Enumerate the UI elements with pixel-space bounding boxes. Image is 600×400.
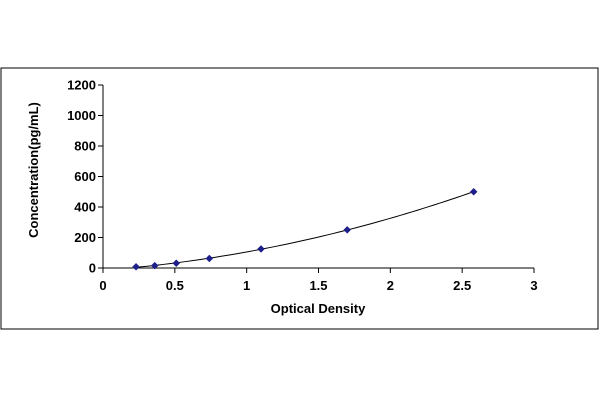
data-point xyxy=(150,261,159,270)
y-tick-label: 200 xyxy=(74,230,96,245)
data-point xyxy=(132,262,140,271)
x-tick-label: 1 xyxy=(243,278,250,293)
x-tick-label: 3 xyxy=(530,278,537,293)
y-tick-label: 1200 xyxy=(67,78,96,93)
chart-border xyxy=(0,67,599,330)
x-tick-label: 0.5 xyxy=(166,278,184,293)
y-tick-label: 800 xyxy=(74,139,96,154)
data-point xyxy=(343,226,352,234)
x-tick-label: 1.5 xyxy=(309,278,327,293)
y-tick-label: 400 xyxy=(74,200,96,215)
y-tick-label: 0 xyxy=(89,261,96,276)
x-axis-label: Optical Density xyxy=(271,301,366,316)
y-axis-label: Concentration(pg/mL) xyxy=(26,102,41,238)
plot-area: 0 0.5 1 1.5 2 2.5 3 0 200 400 600 800 1000 1200 xyxy=(67,78,538,294)
data-point xyxy=(257,245,265,253)
data-point xyxy=(205,254,214,263)
x-tick-label: 2.5 xyxy=(453,278,471,293)
data-point xyxy=(172,259,181,268)
y-tick-label: 600 xyxy=(74,169,96,184)
data-point xyxy=(469,187,478,196)
fit-curve xyxy=(135,191,474,268)
y-tick-label: 1000 xyxy=(67,108,96,123)
x-tick-label: 0 xyxy=(99,278,106,293)
x-tick-label: 2 xyxy=(387,278,394,293)
